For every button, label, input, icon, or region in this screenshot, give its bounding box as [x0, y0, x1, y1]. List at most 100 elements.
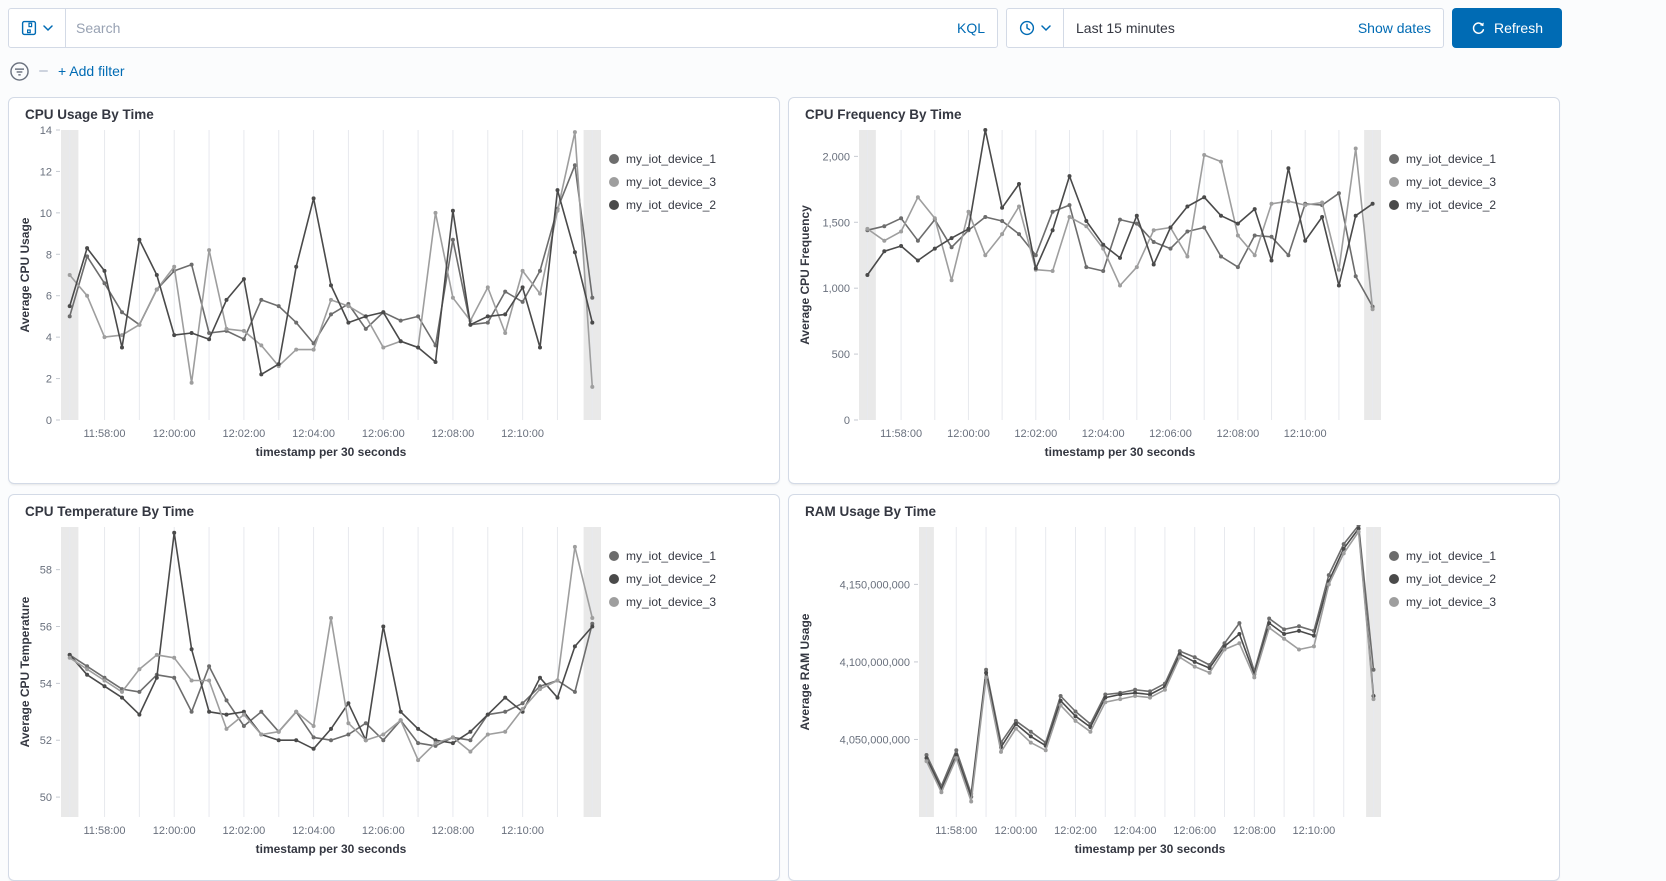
series-line-my_iot_device_1[interactable]: [865, 191, 1375, 309]
series-line-my_iot_device_1[interactable]: [924, 523, 1376, 796]
x-tick-label: 12:02:00: [1014, 428, 1057, 440]
legend-item[interactable]: my_iot_device_2: [1389, 198, 1541, 212]
x-tick-label: 12:06:00: [1149, 428, 1192, 440]
legend-item[interactable]: my_iot_device_3: [609, 595, 761, 609]
date-picker: Last 15 minutes Show dates: [1006, 8, 1444, 48]
panel-title[interactable]: CPU Temperature By Time: [25, 504, 195, 519]
time-range-value[interactable]: Last 15 minutes: [1076, 20, 1175, 36]
legend-label: my_iot_device_1: [1406, 152, 1497, 166]
x-tick-label: 12:02:00: [222, 825, 265, 837]
chart-legend: my_iot_device_1 my_iot_device_2 my_iot_dev…: [1389, 519, 1541, 866]
legend-color-dot: [609, 177, 619, 187]
y-axis-title: Average CPU Frequency: [798, 205, 812, 345]
y-tick-label: 2,000: [822, 151, 850, 163]
x-tick-label: 12:06:00: [1173, 825, 1216, 837]
query-language-button[interactable]: KQL: [956, 20, 985, 36]
legend-item[interactable]: my_iot_device_1: [1389, 152, 1541, 166]
panel-title[interactable]: CPU Usage By Time: [25, 107, 154, 122]
y-tick-label: 6: [46, 291, 52, 303]
series-line-my_iot_device_3[interactable]: [865, 146, 1375, 312]
refresh-button[interactable]: Refresh: [1452, 8, 1562, 48]
legend-label: my_iot_device_2: [1406, 572, 1497, 586]
clock-icon: [1019, 20, 1035, 36]
legend-item[interactable]: my_iot_device_1: [609, 152, 761, 166]
x-axis-title: timestamp per 30 seconds: [1045, 445, 1196, 459]
line-chart[interactable]: 50 52 54 56 58 11:58:00 12:00:00 12:02:00 12:04:…: [17, 519, 609, 866]
series-line-my_iot_device_2[interactable]: [67, 530, 595, 751]
save-icon: [21, 20, 37, 36]
legend-color-dot: [609, 154, 619, 164]
panel-title[interactable]: CPU Frequency By Time: [805, 107, 962, 122]
legend-item[interactable]: my_iot_device_2: [609, 198, 761, 212]
series-line-my_iot_device_2[interactable]: [865, 128, 1375, 288]
show-dates-button[interactable]: Show dates: [1357, 20, 1431, 36]
y-tick-label: 4,100,000,000: [840, 657, 910, 669]
legend-item[interactable]: my_iot_device_2: [609, 572, 761, 586]
dashboard-grid: CPU Usage By Time 0 2 4 6 8 10 12 14 11:58:00 12:…: [0, 84, 1666, 881]
x-tick-label: 12:00:00: [153, 428, 196, 440]
y-tick-label: 50: [40, 792, 52, 804]
refresh-icon: [1472, 21, 1485, 34]
y-tick-label: 8: [46, 249, 52, 261]
y-tick-label: 1,000: [822, 283, 850, 295]
chart-legend: my_iot_device_1 my_iot_device_3 my_iot_dev…: [1389, 122, 1541, 469]
filter-icon[interactable]: [10, 61, 29, 81]
legend-item[interactable]: my_iot_device_3: [1389, 175, 1541, 189]
line-chart[interactable]: 0 2 4 6 8 10 12 14 11:58:00 12:00:00 12:02:00 12:04…: [17, 122, 609, 469]
x-tick-label: 12:08:00: [1216, 428, 1259, 440]
legend-label: my_iot_device_2: [626, 572, 717, 586]
y-tick-label: 2: [46, 374, 52, 386]
series-line-my_iot_device_2[interactable]: [924, 526, 1376, 799]
legend-item[interactable]: my_iot_device_3: [1389, 595, 1541, 609]
search-input[interactable]: [66, 20, 945, 36]
legend-item[interactable]: my_iot_device_1: [609, 549, 761, 563]
legend-label: my_iot_device_3: [626, 175, 717, 189]
x-tick-label: 12:06:00: [362, 428, 405, 440]
saved-query-menu-button[interactable]: [9, 9, 66, 47]
legend-label: my_iot_device_2: [626, 198, 717, 212]
y-tick-label: 14: [40, 125, 52, 137]
series-line-my_iot_device_3[interactable]: [67, 130, 595, 389]
line-chart[interactable]: 0 500 1,000 1,500 2,000 11:58:00 12:00:00 12:02…: [797, 122, 1389, 469]
line-chart[interactable]: 4,050,000,000 4,100,000,000 4,150,000,000 1…: [797, 519, 1389, 866]
x-tick-label: 12:00:00: [994, 825, 1037, 837]
legend-item[interactable]: my_iot_device_1: [1389, 549, 1541, 563]
x-tick-label: 12:08:00: [431, 428, 474, 440]
chevron-down-icon: [43, 24, 53, 31]
y-tick-label: 54: [40, 678, 52, 690]
x-tick-label: 12:10:00: [501, 428, 544, 440]
x-tick-label: 12:00:00: [153, 825, 196, 837]
legend-label: my_iot_device_1: [1406, 549, 1497, 563]
legend-label: my_iot_device_2: [1406, 198, 1497, 212]
legend-color-dot: [1389, 551, 1399, 561]
x-tick-label: 12:00:00: [947, 428, 990, 440]
legend-color-dot: [1389, 154, 1399, 164]
legend-color-dot: [609, 597, 619, 607]
x-tick-label: 11:58:00: [880, 428, 922, 440]
legend-color-dot: [609, 574, 619, 584]
series-line-my_iot_device_3[interactable]: [67, 544, 595, 763]
y-tick-label: 4,050,000,000: [840, 734, 910, 746]
x-axis-title: timestamp per 30 seconds: [1075, 842, 1226, 856]
y-tick-label: 12: [40, 166, 52, 178]
legend-item[interactable]: my_iot_device_2: [1389, 572, 1541, 586]
chevron-down-icon: [1041, 24, 1051, 31]
x-tick-label: 11:58:00: [83, 825, 125, 837]
y-tick-label: 58: [40, 565, 52, 577]
empty-filter-dash: [39, 70, 48, 72]
series-line-my_iot_device_2[interactable]: [67, 188, 595, 377]
panel-cpu-frequency: CPU Frequency By Time 0 500 1,000 1,500 2,00…: [788, 97, 1560, 484]
refresh-button-label: Refresh: [1493, 20, 1544, 36]
legend-item[interactable]: my_iot_device_3: [609, 175, 761, 189]
x-tick-label: 12:08:00: [1233, 825, 1276, 837]
series-line-my_iot_device_3[interactable]: [924, 529, 1376, 804]
legend-color-dot: [609, 200, 619, 210]
legend-label: my_iot_device_1: [626, 549, 717, 563]
legend-label: my_iot_device_3: [1406, 175, 1497, 189]
panel-title[interactable]: RAM Usage By Time: [805, 504, 937, 519]
quick-select-menu-button[interactable]: [1007, 9, 1064, 47]
chart-legend: my_iot_device_1 my_iot_device_2 my_iot_dev…: [609, 519, 761, 866]
y-axis-title: Average CPU Usage: [18, 217, 32, 332]
add-filter-button[interactable]: + Add filter: [58, 63, 125, 79]
legend-label: my_iot_device_1: [626, 152, 717, 166]
